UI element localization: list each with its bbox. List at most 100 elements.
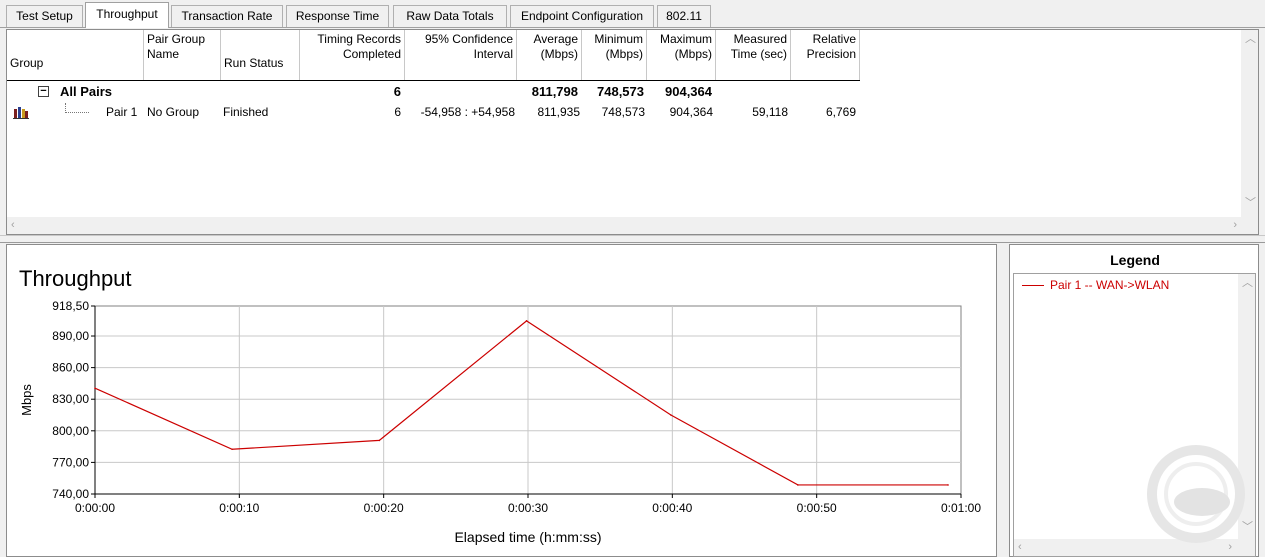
data-point [525, 320, 528, 322]
scroll-down-icon[interactable]: ﹀ [1245, 197, 1256, 209]
table-header: Group Pair Group Name Run Status Timing … [7, 30, 860, 81]
tab-throughput[interactable]: Throughput [85, 2, 169, 28]
chart-series [94, 320, 949, 486]
tree-connector [65, 103, 89, 113]
header-line: 95% Confidence [424, 32, 513, 46]
column-header-relative-precision[interactable]: Relative Precision [791, 30, 860, 80]
data-point [670, 414, 672, 416]
chart-title: Throughput [19, 266, 132, 291]
table-horizontal-scrollbar[interactable]: ‹ › [7, 217, 1243, 234]
x-tick-label: 0:00:20 [364, 501, 404, 515]
pair-1-minimum: 748,573 [601, 105, 645, 119]
pair-endpoint-icon [13, 106, 29, 119]
y-axis-label: Mbps [19, 384, 34, 416]
pair-1-label: Pair 1 [106, 105, 138, 119]
all-pairs-maximum: 904,364 [665, 84, 712, 99]
scroll-left-icon[interactable]: ‹ [11, 219, 15, 231]
header-line: Completed [342, 47, 401, 61]
header-line: (Mbps) [674, 47, 712, 61]
x-axis-ticks: 0:00:00 0:00:10 0:00:20 0:00:30 0:00:40 0:00:… [75, 494, 981, 515]
header-line: Pair Group [147, 32, 206, 46]
column-header-average[interactable]: Average (Mbps) [517, 30, 582, 80]
data-point [947, 484, 949, 486]
y-tick-label: 830,00 [52, 392, 89, 406]
tab-raw-data-totals[interactable]: Raw Data Totals [393, 5, 507, 27]
header-line: Name [147, 47, 180, 61]
data-point [94, 387, 96, 389]
table-row-pair-1[interactable]: Pair 1 No Group Finished 6 -54,958 : +54… [7, 103, 867, 121]
y-tick-label: 800,00 [52, 424, 89, 438]
column-header-pair-group-name[interactable]: Pair Group Name [144, 30, 221, 80]
all-pairs-minimum: 748,573 [597, 84, 644, 99]
all-pairs-label: All Pairs [60, 84, 113, 99]
legend-title: Legend [1110, 252, 1160, 268]
tab-bar-divider [0, 27, 1265, 28]
tab-bar: Test Setup Throughput Transaction Rate R… [0, 0, 1265, 28]
scroll-up-icon[interactable]: ︿ [1242, 277, 1253, 289]
y-tick-label: 890,00 [52, 329, 89, 343]
collapse-toggle-icon[interactable]: − [38, 86, 49, 97]
throughput-chart: Throughput 740,00 770,00 800,00 830,00 860,0… [19, 266, 981, 545]
scroll-down-icon[interactable]: ﹀ [1242, 521, 1253, 533]
column-header-timing-records[interactable]: Timing Records Completed [300, 30, 405, 80]
x-axis-label: Elapsed time (h:mm:ss) [454, 529, 601, 545]
tab-test-setup[interactable]: Test Setup [6, 5, 83, 27]
data-point [797, 484, 799, 486]
table-vertical-scrollbar[interactable]: ︿ ﹀ [1241, 30, 1258, 234]
table-row-all-pairs[interactable]: − All Pairs 6 811,798 748,573 904,364 [7, 83, 867, 101]
pair-1-measured-time: 59,118 [752, 105, 788, 119]
column-header-maximum[interactable]: Maximum (Mbps) [647, 30, 716, 80]
legend-horizontal-scrollbar[interactable]: ‹ › [1014, 539, 1238, 556]
column-header-confidence-interval[interactable]: 95% Confidence Interval [405, 30, 517, 80]
column-header-minimum[interactable]: Minimum (Mbps) [582, 30, 647, 80]
x-tick-label: 0:01:00 [941, 501, 981, 515]
scroll-right-icon[interactable]: › [1233, 219, 1237, 231]
y-tick-label: 740,00 [52, 487, 89, 501]
pair-1-relative-precision: 6,769 [825, 105, 856, 119]
x-tick-label: 0:00:50 [797, 501, 837, 515]
pane-splitter[interactable] [0, 235, 1265, 243]
pair-1-timing-records: 6 [394, 105, 401, 119]
tab-transaction-rate[interactable]: Transaction Rate [171, 5, 283, 27]
scroll-right-icon[interactable]: › [1228, 541, 1232, 553]
tab-endpoint-configuration[interactable]: Endpoint Configuration [510, 5, 654, 27]
pair-1-run-status: Finished [223, 105, 269, 119]
scroll-up-icon[interactable]: ︿ [1245, 33, 1256, 45]
data-point [231, 448, 233, 451]
header-line: (Mbps) [605, 47, 643, 61]
all-pairs-timing-records: 6 [393, 84, 401, 99]
data-point [378, 439, 381, 442]
pair-1-maximum: 904,364 [669, 105, 713, 119]
x-tick-label: 0:00:00 [75, 501, 115, 515]
x-tick-label: 0:00:10 [219, 501, 259, 515]
tab-response-time[interactable]: Response Time [286, 5, 389, 27]
tab-802-11[interactable]: 802.11 [657, 5, 711, 27]
scroll-left-icon[interactable]: ‹ [1018, 541, 1022, 553]
chart-grid [94, 306, 961, 495]
legend-swatch [1022, 285, 1044, 287]
legend-item-pair-1[interactable]: Pair 1 -- WAN->WLAN [1022, 278, 1169, 292]
y-axis-ticks: 740,00 770,00 800,00 830,00 860,00 890,00 918,… [52, 299, 95, 501]
pair-1-confidence-interval: -54,958 : +54,958 [420, 105, 515, 119]
column-header-measured-time[interactable]: Measured Time (sec) [716, 30, 791, 80]
header-line: Timing Records [317, 32, 401, 46]
all-pairs-average: 811,798 [531, 84, 578, 99]
column-header-group[interactable]: Group [7, 30, 144, 80]
header-line: Measured [733, 32, 787, 46]
y-tick-label: 860,00 [52, 361, 89, 375]
x-tick-label: 0:00:30 [508, 501, 548, 515]
header-line: Average [533, 32, 578, 46]
y-tick-label: 918,50 [52, 299, 89, 313]
y-tick-label: 770,00 [52, 455, 89, 469]
header-line: Maximum [659, 32, 712, 46]
header-line: Interval [473, 47, 513, 61]
header-line: (Mbps) [540, 47, 578, 61]
results-table-panel: Group Pair Group Name Run Status Timing … [6, 29, 1259, 235]
x-tick-label: 0:00:40 [652, 501, 692, 515]
legend-item-label: Pair 1 -- WAN->WLAN [1050, 278, 1170, 292]
pair-1-group-name: No Group [147, 105, 200, 119]
header-line: Precision [806, 47, 856, 61]
header-line: Relative [812, 32, 856, 46]
throughput-chart-panel: Throughput 740,00 770,00 800,00 830,00 860,0… [6, 244, 997, 557]
column-header-run-status[interactable]: Run Status [221, 30, 300, 80]
